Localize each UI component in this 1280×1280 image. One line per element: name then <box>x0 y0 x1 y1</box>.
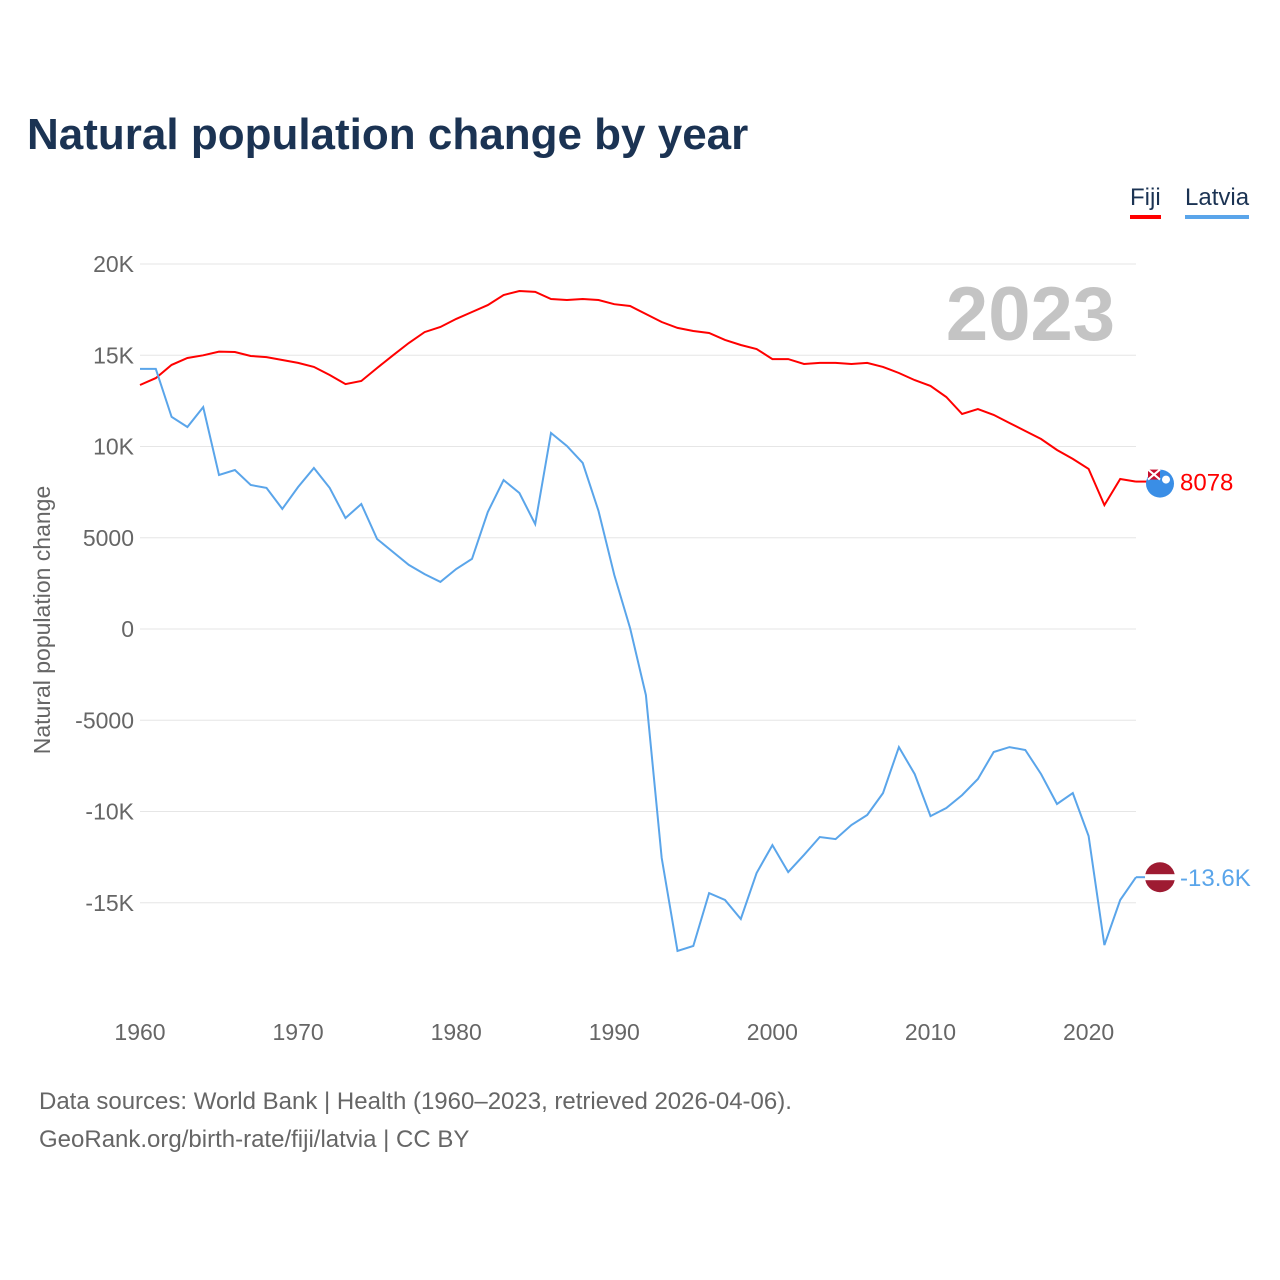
y-tick-label: 5000 <box>83 525 134 551</box>
chart-title: Natural population change by year <box>27 110 749 159</box>
x-tick-label: 2020 <box>1063 1019 1114 1045</box>
legend-latvia[interactable]: Latvia <box>1185 184 1250 219</box>
x-tick-label: 2000 <box>747 1019 798 1045</box>
x-tick-label: 1970 <box>273 1019 324 1045</box>
year-watermark: 2023 <box>946 272 1115 357</box>
y-tick-label: 15K <box>93 342 135 368</box>
x-tick-label: 2010 <box>905 1019 956 1045</box>
y-axis-label: Natural population change <box>29 486 55 755</box>
y-tick-label: -15K <box>85 890 134 916</box>
footer-sources: Data sources: World Bank | Health (1960–… <box>39 1088 792 1115</box>
x-tick-label: 1980 <box>431 1019 482 1045</box>
series-line-latvia[interactable] <box>140 367 1137 953</box>
latvia-flag-icon <box>1145 862 1175 893</box>
footer-link[interactable]: GeoRank.org/birth-rate/fiji/latvia | CC … <box>39 1126 470 1153</box>
series-line-fiji[interactable] <box>139 289 1137 508</box>
end-value-label-fiji: 8078 <box>1180 470 1233 497</box>
y-tick-label: -5000 <box>75 707 134 733</box>
legend-fiji[interactable]: Fiji <box>1130 184 1161 219</box>
x-tick-label: 1990 <box>589 1019 640 1045</box>
x-tick-label: 1960 <box>114 1019 165 1045</box>
end-value-label-latvia: -13.6K <box>1180 865 1251 892</box>
y-tick-label: 10K <box>93 434 135 460</box>
y-tick-label: 20K <box>93 251 135 277</box>
fiji-flag-icon <box>1146 468 1174 498</box>
y-tick-label: -10K <box>85 799 134 825</box>
y-tick-label: 0 <box>121 616 134 642</box>
